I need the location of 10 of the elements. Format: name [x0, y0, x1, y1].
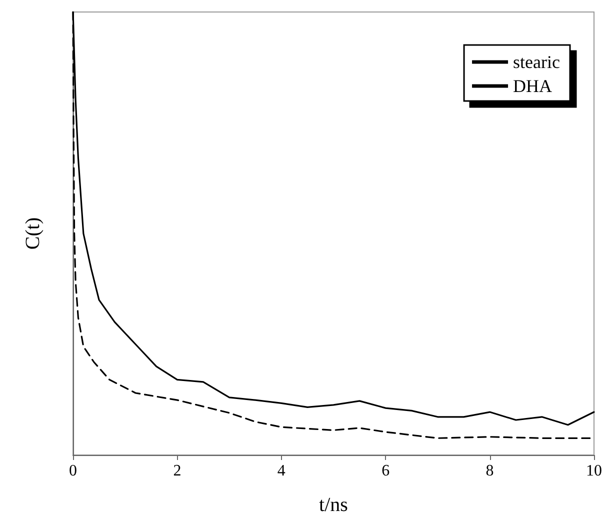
- x-axis-title: t/ns: [319, 494, 348, 516]
- x-tick-label: 2: [173, 462, 182, 480]
- x-tick-label: 4: [277, 462, 286, 480]
- x-tick-label: 0: [69, 462, 77, 480]
- x-tick-label: 6: [382, 462, 390, 480]
- x-tick-label: 10: [586, 462, 602, 480]
- legend-label: stearic: [513, 52, 560, 72]
- legend-label: DHA: [513, 76, 552, 96]
- y-axis-title: C(t): [22, 217, 44, 250]
- x-tick-label: 8: [486, 462, 494, 480]
